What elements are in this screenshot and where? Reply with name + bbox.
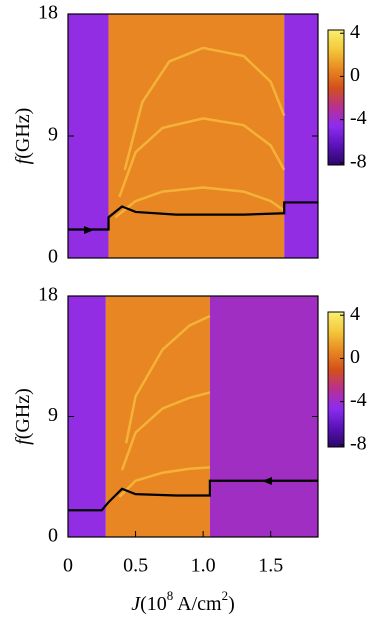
sweep-arrow: [262, 477, 272, 485]
x-label-part: (10: [140, 593, 167, 615]
x-tick-label: 0.5: [123, 555, 148, 577]
colorbar-tick-label: 4: [350, 21, 360, 43]
spectral-ridge: [118, 117, 286, 198]
y-tick-label: 0: [48, 246, 58, 268]
heat-region: [105, 296, 210, 537]
heat-region: [209, 296, 318, 537]
heat-region: [68, 296, 106, 537]
colorbar-tick-label: 0: [350, 64, 360, 86]
y-label-unit: (GHz): [12, 108, 34, 159]
x-label-symbol: J: [131, 593, 141, 615]
y-axis-label: f(GHz): [12, 388, 34, 445]
y-axis-label: f(GHz): [12, 108, 34, 165]
spectral-ridge: [123, 46, 286, 171]
frequency-line: [68, 479, 318, 512]
y-label-symbol: f: [12, 437, 34, 445]
y-tick-label: 9: [48, 404, 58, 426]
x-axis-label: J(108 A/cm2): [131, 588, 235, 614]
colorbar: [327, 29, 345, 166]
spectral-ridge: [120, 391, 211, 471]
heat-region: [68, 14, 109, 258]
x-tick-label: 0: [63, 555, 73, 577]
sweep-arrow: [84, 226, 94, 234]
colorbar-tick-label: 0: [350, 346, 360, 368]
y-tick-label: 18: [38, 284, 58, 306]
colorbar-tick-label: -4: [350, 389, 367, 411]
y-label-symbol: f: [12, 156, 34, 164]
x-label-part: 2: [222, 588, 229, 603]
y-tick-label: 18: [38, 2, 58, 24]
colorbar-tick-label: 4: [350, 303, 360, 325]
spectral-ridge: [124, 314, 211, 444]
spectral-ridge: [114, 186, 285, 219]
frequency-line: [68, 201, 318, 231]
y-label-unit: (GHz): [12, 388, 34, 439]
colorbar-tick-label: -8: [350, 432, 367, 454]
heat-region: [108, 14, 285, 258]
x-tick-label: 1.0: [191, 555, 216, 577]
y-tick-label: 0: [48, 525, 58, 547]
y-tick-label: 9: [48, 124, 58, 146]
x-tick-label: 1.5: [258, 555, 283, 577]
colorbar-tick-label: -8: [350, 150, 367, 172]
x-label-part: ): [228, 593, 235, 615]
colorbar: [327, 311, 345, 448]
x-label-part: A/cm: [173, 593, 222, 615]
x-label-part: 8: [167, 588, 174, 603]
colorbar-tick-label: -4: [350, 107, 367, 129]
spectral-ridge: [118, 466, 210, 498]
